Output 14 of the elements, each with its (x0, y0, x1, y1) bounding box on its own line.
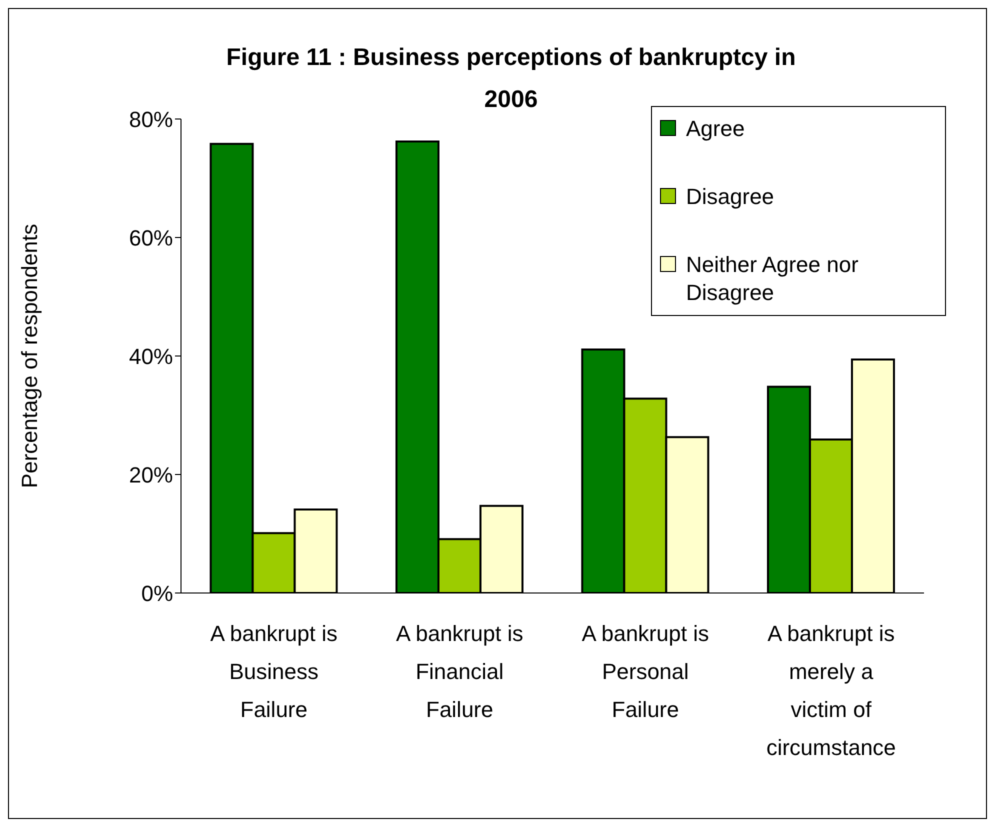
x-tick-label: A bankrupt is Financial Failure (396, 621, 524, 722)
y-tick-label: 20% (128, 462, 173, 488)
x-tick-label: A bankrupt is Business Failure (210, 621, 338, 722)
chart-title: Figure 11 : Business perceptions of bankruptcy in 2006 (226, 44, 796, 113)
legend-label: Agree (686, 115, 745, 143)
y-tick-label: 80% (128, 106, 173, 132)
y-tick-label: 0% (141, 580, 173, 606)
y-tick-label: 40% (128, 344, 173, 369)
legend-label: Disagree (686, 183, 774, 211)
y-tick-label: 60% (128, 225, 173, 250)
y-axis-title: Percentage of respondents (16, 224, 42, 488)
x-tick-label: A bankrupt is merely a victim of circumstance (766, 621, 896, 760)
legend-label: Neither Agree nor Disagree (686, 251, 860, 307)
x-tick-label: A bankrupt is Personal Failure (582, 621, 709, 722)
